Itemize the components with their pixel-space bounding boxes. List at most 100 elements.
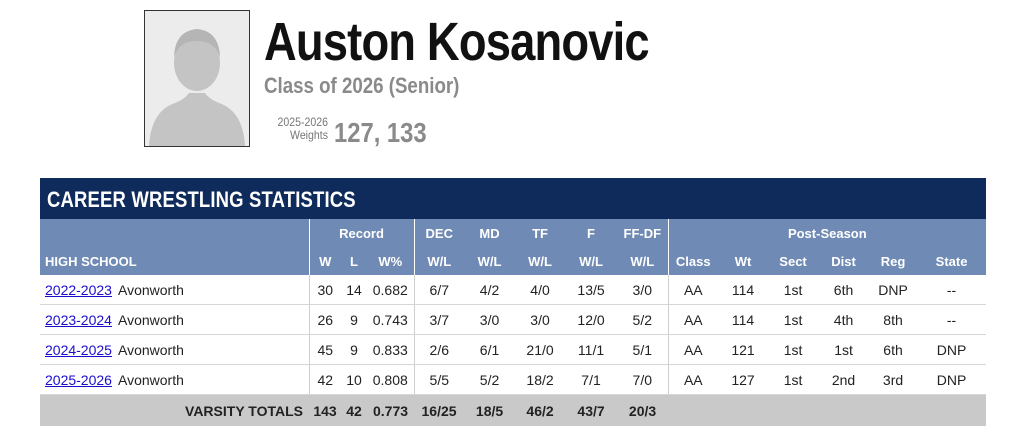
losses-cell: 10 [341,364,367,395]
reg-cell: 6th [869,334,918,365]
profile-photo [144,10,250,147]
dec-cell: 5/5 [413,364,465,395]
team-cell: Avonworth [116,304,309,335]
ffdf-cell: 3/0 [617,275,669,305]
sect-cell: 1st [768,364,819,395]
team-cell: Avonworth [116,275,309,305]
weight-cell: 114 [718,304,769,335]
dist-cell: 2nd [818,364,870,395]
header-f: F [565,219,618,247]
weight-cell: 121 [718,334,769,365]
weight-cell: 127 [718,364,769,395]
dec-cell: 2/6 [413,334,465,365]
column-reg: Reg [869,247,918,275]
total-losses: 42 [341,394,367,426]
column-w: W [308,247,341,275]
ffdf-cell: 7/0 [617,364,669,395]
stats-title: CAREER WRESTLING STATISTICS [40,178,986,219]
header-spacer [40,219,309,247]
season-link-2025-2026[interactable]: 2025-2026 [45,371,112,388]
wins-cell: 45 [308,334,341,365]
weight-cell: 114 [718,275,769,305]
class-cell: AA [667,334,719,365]
total-f: 43/7 [565,394,618,426]
ffdf-cell: 5/1 [617,334,669,365]
table-row: 2024-2025 Avonworth 45 9 0.833 2/6 6/1 2… [40,334,987,365]
total-dec: 16/25 [414,394,465,426]
column-dist: Dist [818,247,870,275]
column-tf: W/L [515,247,566,275]
tf-cell: 3/0 [515,304,566,335]
md-cell: 3/0 [464,304,516,335]
sect-cell: 1st [768,304,819,335]
tf-cell: 21/0 [515,334,566,365]
table-row: 2023-2024 Avonworth 26 9 0.743 3/7 3/0 3… [40,304,987,335]
season-link-2023-2024[interactable]: 2023-2024 [45,311,112,328]
state-cell: -- [917,275,987,305]
column-class: Class [667,247,719,275]
table-row: 2025-2026 Avonworth 42 10 0.808 5/5 5/2 … [40,364,987,395]
dec-cell: 3/7 [413,304,465,335]
class-cell: AA [667,304,719,335]
header-group-row: Record DEC MD TF F FF-DF Post-Season [40,219,987,247]
class-cell: AA [667,275,719,305]
career-stats-panel: CAREER WRESTLING STATISTICS Record DEC M… [40,178,987,426]
f-cell: 7/1 [565,364,618,395]
losses-cell: 9 [341,304,367,335]
sect-cell: 1st [768,334,819,365]
weights-label: Weights [290,128,328,142]
table-row: 2022-2023 Avonworth 30 14 0.682 6/7 4/2 … [40,275,987,305]
dist-cell: 4th [818,304,870,335]
dist-cell: 1st [818,334,870,365]
total-wins: 143 [309,394,341,426]
total-ffdf: 20/3 [617,394,669,426]
class-cell: AA [667,364,719,395]
win-pct-cell: 0.682 [367,275,415,305]
weights-season: 2025-2026 [277,115,328,129]
header-md: MD [464,219,516,247]
totals-label: VARSITY TOTALS [40,394,309,426]
column-sect: Sect [768,247,819,275]
header-dec: DEC [413,219,465,247]
wins-cell: 26 [308,304,341,335]
header-postseason: Post-Season [667,219,987,247]
season-link-2022-2023[interactable]: 2022-2023 [45,281,112,298]
header-column-row: HIGH SCHOOL W L W% W/L W/L W/L W/L W/L C… [40,247,987,275]
reg-cell: 3rd [869,364,918,395]
person-silhouette-icon [145,11,249,146]
state-cell: DNP [917,334,987,365]
losses-cell: 14 [341,275,367,305]
team-cell: Avonworth [116,334,309,365]
f-cell: 12/0 [565,304,618,335]
reg-cell: DNP [869,275,918,305]
sect-cell: 1st [768,275,819,305]
wins-cell: 30 [308,275,341,305]
header-ffdf: FF-DF [617,219,669,247]
column-wt: Wt [718,247,769,275]
season-link-2024-2025[interactable]: 2024-2025 [45,341,112,358]
reg-cell: 8th [869,304,918,335]
column-dec: W/L [413,247,465,275]
column-md: W/L [464,247,516,275]
column-high-school: HIGH SCHOOL [40,247,309,275]
season-cell: 2024-2025 [40,334,116,365]
column-ffdf: W/L [617,247,669,275]
win-pct-cell: 0.808 [367,364,415,395]
season-cell: 2022-2023 [40,275,116,305]
column-f: W/L [565,247,618,275]
tf-cell: 4/0 [515,275,566,305]
totals-row: VARSITY TOTALS 143 42 0.773 16/25 18/5 4… [40,394,987,426]
column-state: State [917,247,987,275]
career-stats-table: Record DEC MD TF F FF-DF Post-Season HIG… [40,219,987,426]
season-cell: 2023-2024 [40,304,116,335]
dec-cell: 6/7 [413,275,465,305]
total-md: 18/5 [464,394,516,426]
season-cell: 2025-2026 [40,364,116,395]
header-record: Record [308,219,415,247]
total-win-pct: 0.773 [367,394,415,426]
f-cell: 11/1 [565,334,618,365]
tf-cell: 18/2 [515,364,566,395]
wins-cell: 42 [308,364,341,395]
win-pct-cell: 0.833 [367,334,415,365]
losses-cell: 9 [341,334,367,365]
